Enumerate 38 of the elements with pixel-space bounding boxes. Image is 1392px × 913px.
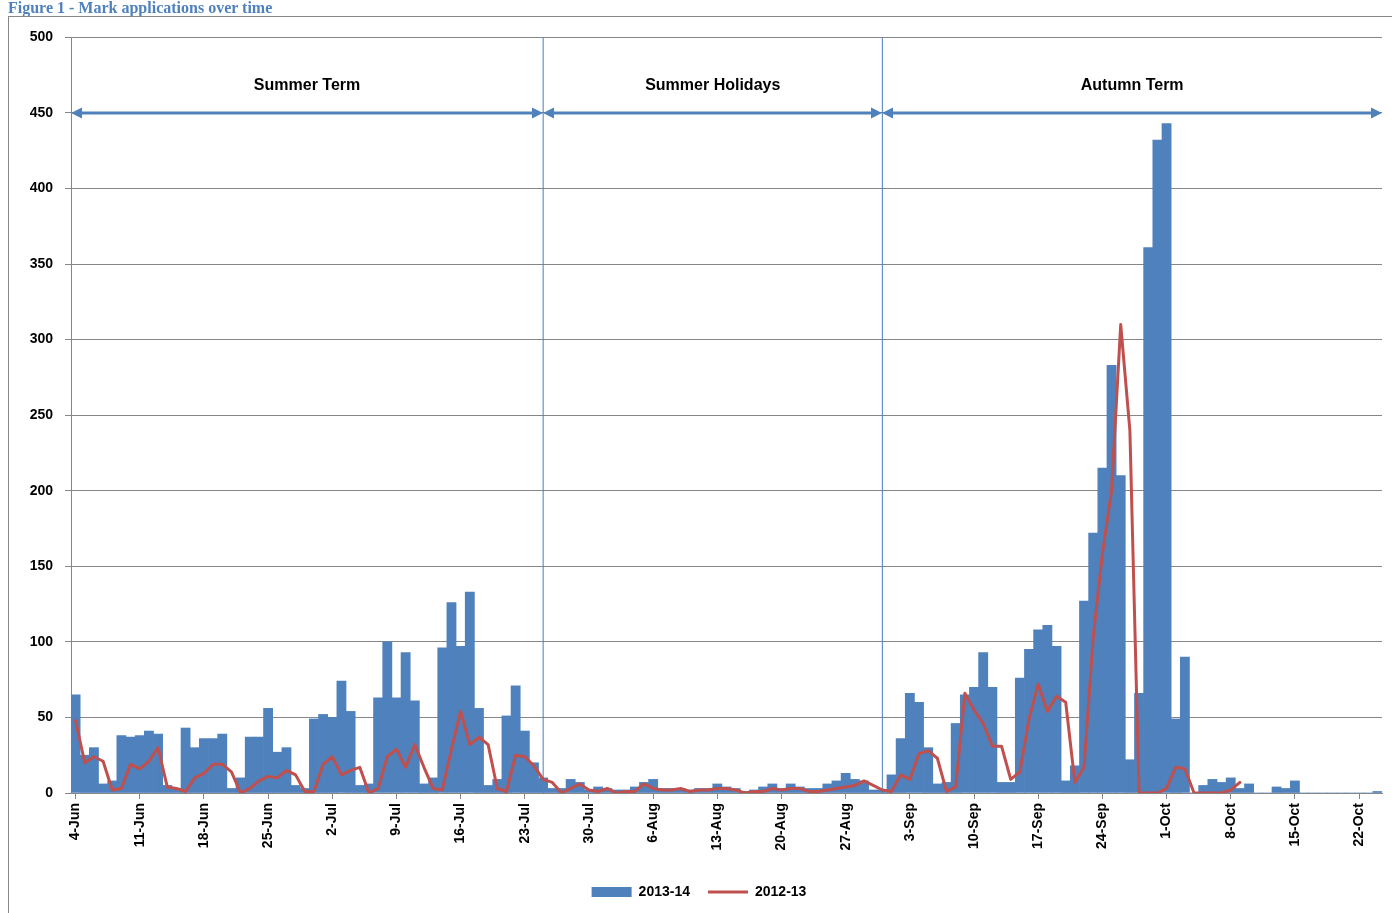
x-tick-label: 2-Jul — [323, 803, 340, 836]
y-tick-label: 150 — [29, 557, 54, 574]
y-tick-label: 300 — [29, 330, 54, 347]
x-tick-label: 17-Sep — [1029, 803, 1046, 849]
x-tick-label: 30-Jul — [579, 803, 596, 844]
y-tick-label: 450 — [29, 103, 54, 120]
x-tick-label: 23-Jul — [515, 803, 532, 844]
x-tick-label: 13-Aug — [708, 803, 725, 851]
annotation: Summer Holidays — [645, 76, 781, 94]
x-tick-label: 27-Aug — [836, 803, 853, 851]
y-tick-label: 500 — [29, 28, 54, 45]
x-tick-label: 20-Aug — [772, 803, 789, 851]
x-tick-label: 3-Sep — [900, 803, 917, 842]
x-tick-label: 15-Oct — [1285, 802, 1302, 847]
x-tick-label: 9-Jul — [387, 803, 404, 836]
x-tick-label: 22-Oct — [1349, 802, 1366, 847]
annotation: Autumn Term — [1080, 76, 1184, 94]
y-tick-label: 250 — [29, 406, 54, 423]
x-tick-label: 25-Jun — [258, 803, 275, 849]
chart-title: Figure 1 - Mark applications over time — [8, 0, 273, 16]
legend-label: 2013-14 — [638, 882, 691, 899]
x-tick-label: 4-Jun — [66, 803, 83, 841]
x-tick-label: 6-Aug — [644, 803, 661, 843]
x-tick-label: 8-Oct — [1221, 802, 1238, 839]
x-tick-label: 11-Jun — [130, 803, 147, 848]
annotation: Summer Term — [253, 76, 361, 94]
y-tick-label: 100 — [29, 632, 54, 649]
y-tick-label: 350 — [29, 254, 54, 271]
x-tick-label: 1-Oct — [1157, 802, 1174, 839]
y-tick-label: 400 — [29, 179, 54, 196]
legend-label: 2012-13 — [755, 882, 807, 899]
y-tick-label: 0 — [45, 783, 54, 800]
x-tick-label: 16-Jul — [451, 803, 468, 844]
y-tick-label: 50 — [37, 708, 54, 725]
x-tick-label: 18-Jun — [194, 803, 211, 849]
x-tick-label: 10-Sep — [964, 803, 981, 849]
y-tick-label: 200 — [29, 481, 54, 498]
x-tick-label: 24-Sep — [1093, 803, 1110, 849]
